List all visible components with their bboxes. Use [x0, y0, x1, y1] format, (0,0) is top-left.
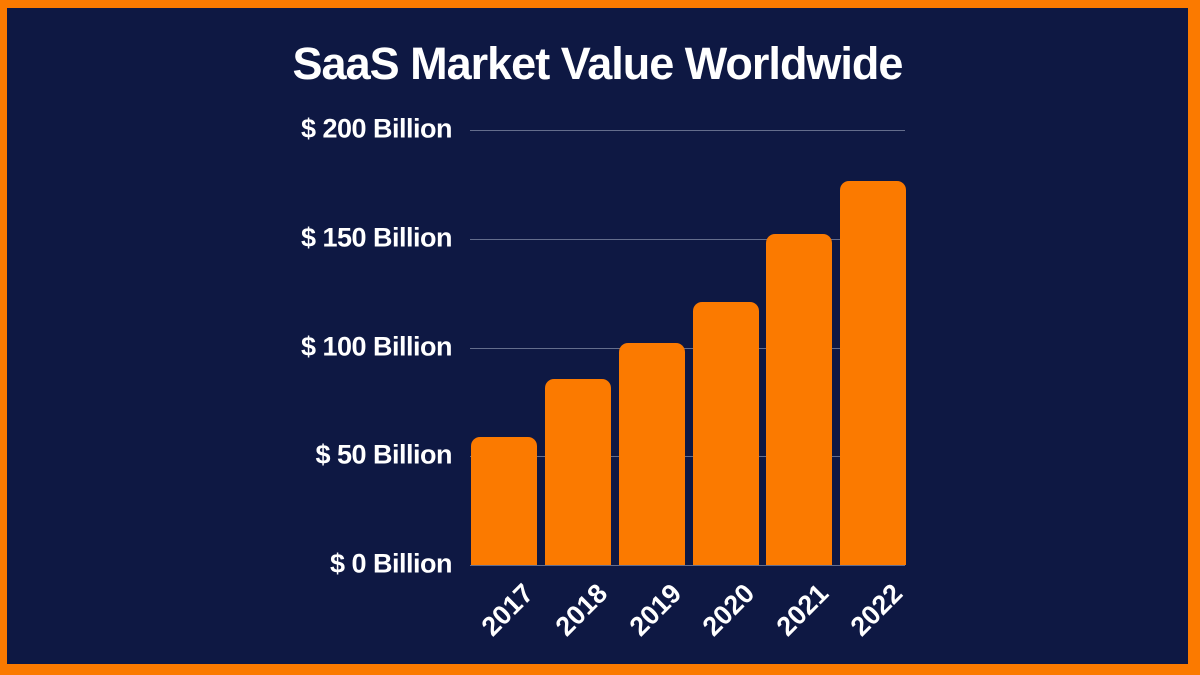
gridline-200: [470, 130, 905, 131]
bar-2017: [471, 437, 537, 565]
x-tick-label-2022: 2022: [844, 578, 909, 642]
x-tick-label-2017: 2017: [475, 578, 540, 642]
x-tick-label-2020: 2020: [697, 578, 761, 642]
gridline-50: [470, 456, 905, 458]
y-tick-label-100: $ 100 Billion: [300, 330, 453, 361]
gridline-0: [470, 565, 905, 566]
bar-2020: [692, 302, 759, 565]
gridline-100: [470, 347, 905, 349]
y-tick-label-50: $ 50 Billion: [315, 439, 452, 470]
bar-2019: [618, 342, 685, 565]
chart-canvas: SaaS Market Value Worldwide $ 200 Billio…: [7, 8, 1188, 664]
x-tick-label-2021: 2021: [770, 578, 835, 642]
y-tick-label-0: $ 0 Billion: [329, 548, 453, 579]
x-tick-label-2018: 2018: [549, 578, 614, 642]
bar-2021: [766, 233, 833, 565]
chart-title: SaaS Market Value Worldwide: [292, 38, 904, 89]
gridline-150: [470, 238, 905, 240]
y-tick-label-150: $ 150 Billion: [300, 222, 453, 253]
bar-2022: [840, 180, 907, 565]
y-tick-label-200: $ 200 Billion: [300, 113, 453, 144]
bar-chart: $ 200 Billion $ 150 Billion $ 100 Billion $…: [7, 8, 1188, 664]
bar-2018: [544, 378, 611, 565]
x-tick-label-2019: 2019: [623, 578, 687, 642]
